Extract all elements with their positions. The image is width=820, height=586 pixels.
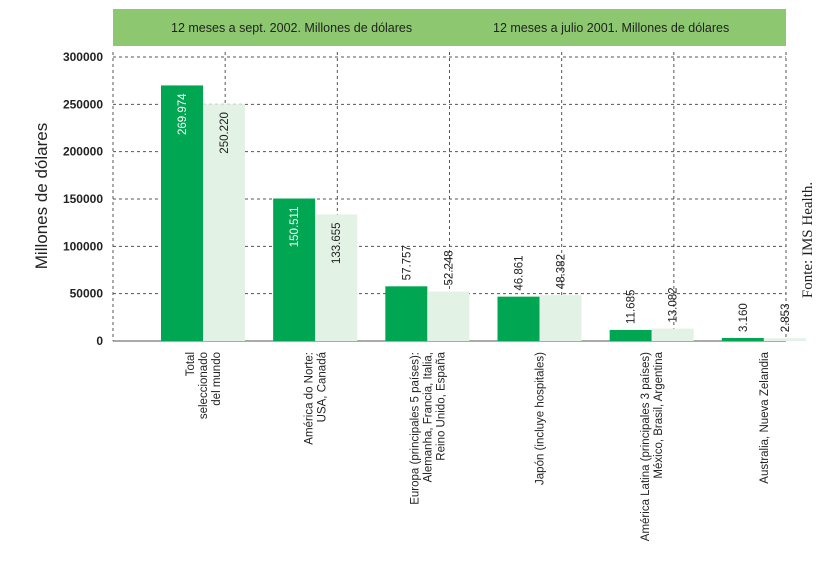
bar-2001 [427,291,470,341]
y-axis-title: Millones de dólares [32,123,51,269]
category-label: América do Norte: [304,352,316,445]
category-label: Japón (incluye hospitales) [535,352,547,485]
bar-2001 [203,104,245,342]
bar-2002 [609,329,652,341]
y-tick-label: 250000 [63,97,103,111]
category-label: Europa (principales 5 países): [409,352,421,505]
y-tick-label: 0 [96,334,103,348]
category-label: Australia, Nueva Zelandia [759,351,771,483]
bars: 269.974 150.511 57.757 46.861 11.685 3.160 250… [161,85,806,342]
category-label: Reino Unido, España [435,351,447,460]
bar-value-label: 52.248 [443,250,455,285]
bar-2002 [273,198,316,341]
bar-2002 [161,85,203,341]
category-label: USA, Canadá [317,351,329,422]
bar-value-label: 250.220 [219,112,231,154]
legend-entry-2002: 12 meses a sept. 2002. Millones de dólar… [171,21,412,35]
y-tick-label: 150000 [63,192,103,206]
bar-2002 [497,296,540,341]
y-tick-label: 200000 [63,145,103,159]
bar-value-label: 57.757 [401,245,413,280]
category-label: Total [185,352,197,376]
category-labels: Total seleccionado del mundo América do Nor… [185,351,771,541]
bar-2001 [315,214,358,341]
bar-value-label: 269.974 [177,93,189,135]
y-tick-label: 100000 [63,239,103,253]
bar-value-label: 3.160 [738,303,750,332]
legend-background [113,9,786,46]
bar-value-label: 48.382 [556,254,568,289]
bar-value-label: 2.853 [780,304,792,333]
bar-value-label: 13.082 [668,287,680,322]
category-label: México, Brasil, Argentina [653,351,665,478]
bar-2002 [721,338,764,341]
category-label: seleccionado [198,352,210,419]
bar-value-label: 11.685 [626,290,638,324]
bar-2001 [763,338,806,341]
category-label: del mundo [211,352,223,406]
y-tick-label: 300000 [63,50,103,64]
legend-entry-2001: 12 meses a julio 2001. Millones de dólar… [493,21,729,35]
bar-2001 [539,295,582,341]
category-label: Alemanha, Francia, Italia, [422,352,434,482]
bar-2002 [385,286,428,341]
bar-value-label: 46.861 [514,255,526,290]
bar-value-label: 150.511 [289,207,301,248]
legend: 12 meses a sept. 2002. Millones de dólar… [113,9,786,46]
bar-value-label: 133.655 [331,222,343,264]
y-axis-ticks: 0 50000 100000 150000 200000 250000 300000 [63,50,103,348]
bar-2001 [651,328,694,341]
category-label: América Latina (principales 3 países) [640,352,652,541]
source-note: Fonte: IMS Health. [800,182,816,298]
y-tick-label: 50000 [70,287,104,301]
